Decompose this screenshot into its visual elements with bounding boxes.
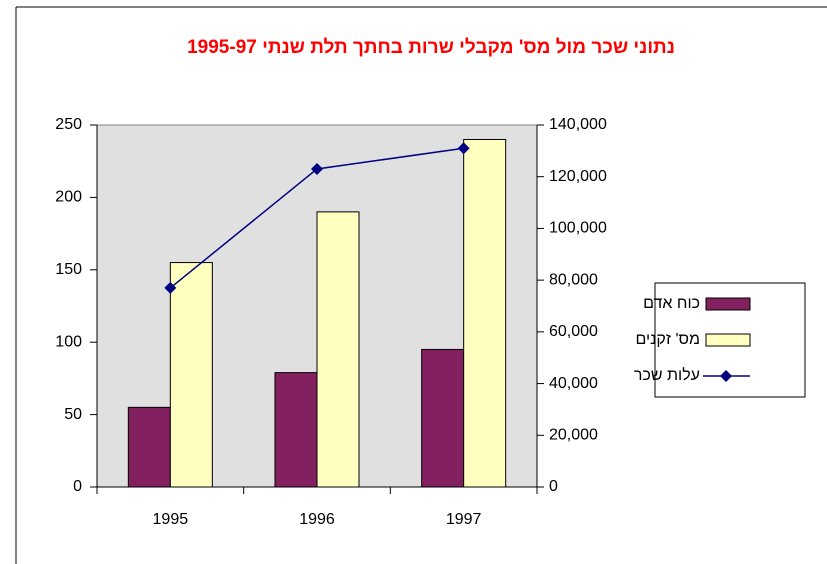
legend-swatch — [705, 333, 751, 347]
line-marker — [164, 281, 177, 294]
y2-tick-label: 120,000 — [549, 168, 607, 185]
y2-tick-label: 80,000 — [549, 271, 598, 288]
y2-tick-label: 60,000 — [549, 323, 598, 340]
legend-swatch — [705, 297, 751, 311]
legend-label: כוח אדם — [643, 295, 700, 312]
bar — [421, 348, 465, 488]
line-marker — [311, 162, 323, 175]
legend-marker — [720, 370, 732, 382]
line-marker — [457, 142, 470, 155]
y2-tick-label: 140,000 — [549, 116, 607, 133]
bar — [169, 262, 213, 488]
x-tick-label: 1996 — [299, 511, 335, 528]
bar — [274, 372, 318, 488]
bar — [127, 406, 171, 488]
y-tick-label: 150 — [55, 261, 82, 278]
y2-tick-label: 20,000 — [549, 427, 598, 444]
x-tick-label: 1997 — [446, 511, 482, 528]
x-tick-label: 1995 — [153, 511, 189, 528]
y-tick-label: 200 — [55, 189, 82, 206]
y-tick-label: 0 — [73, 478, 82, 495]
legend-label: עלות שכר — [634, 366, 700, 384]
y-tick-label: 50 — [64, 406, 82, 423]
y2-tick-label: 100,000 — [549, 220, 607, 237]
y-tick-label: 250 — [55, 116, 82, 133]
y2-tick-label: 40,000 — [549, 375, 598, 392]
bar — [463, 138, 507, 488]
y-tick-label: 100 — [55, 333, 82, 350]
y2-tick-label: 0 — [549, 478, 558, 495]
bar — [316, 211, 360, 488]
legend-label: מס' זקנים — [635, 331, 700, 348]
chart-title: נתוני שכר מול מס' מקבלי שרות בחתך תלת שנ… — [187, 37, 675, 58]
